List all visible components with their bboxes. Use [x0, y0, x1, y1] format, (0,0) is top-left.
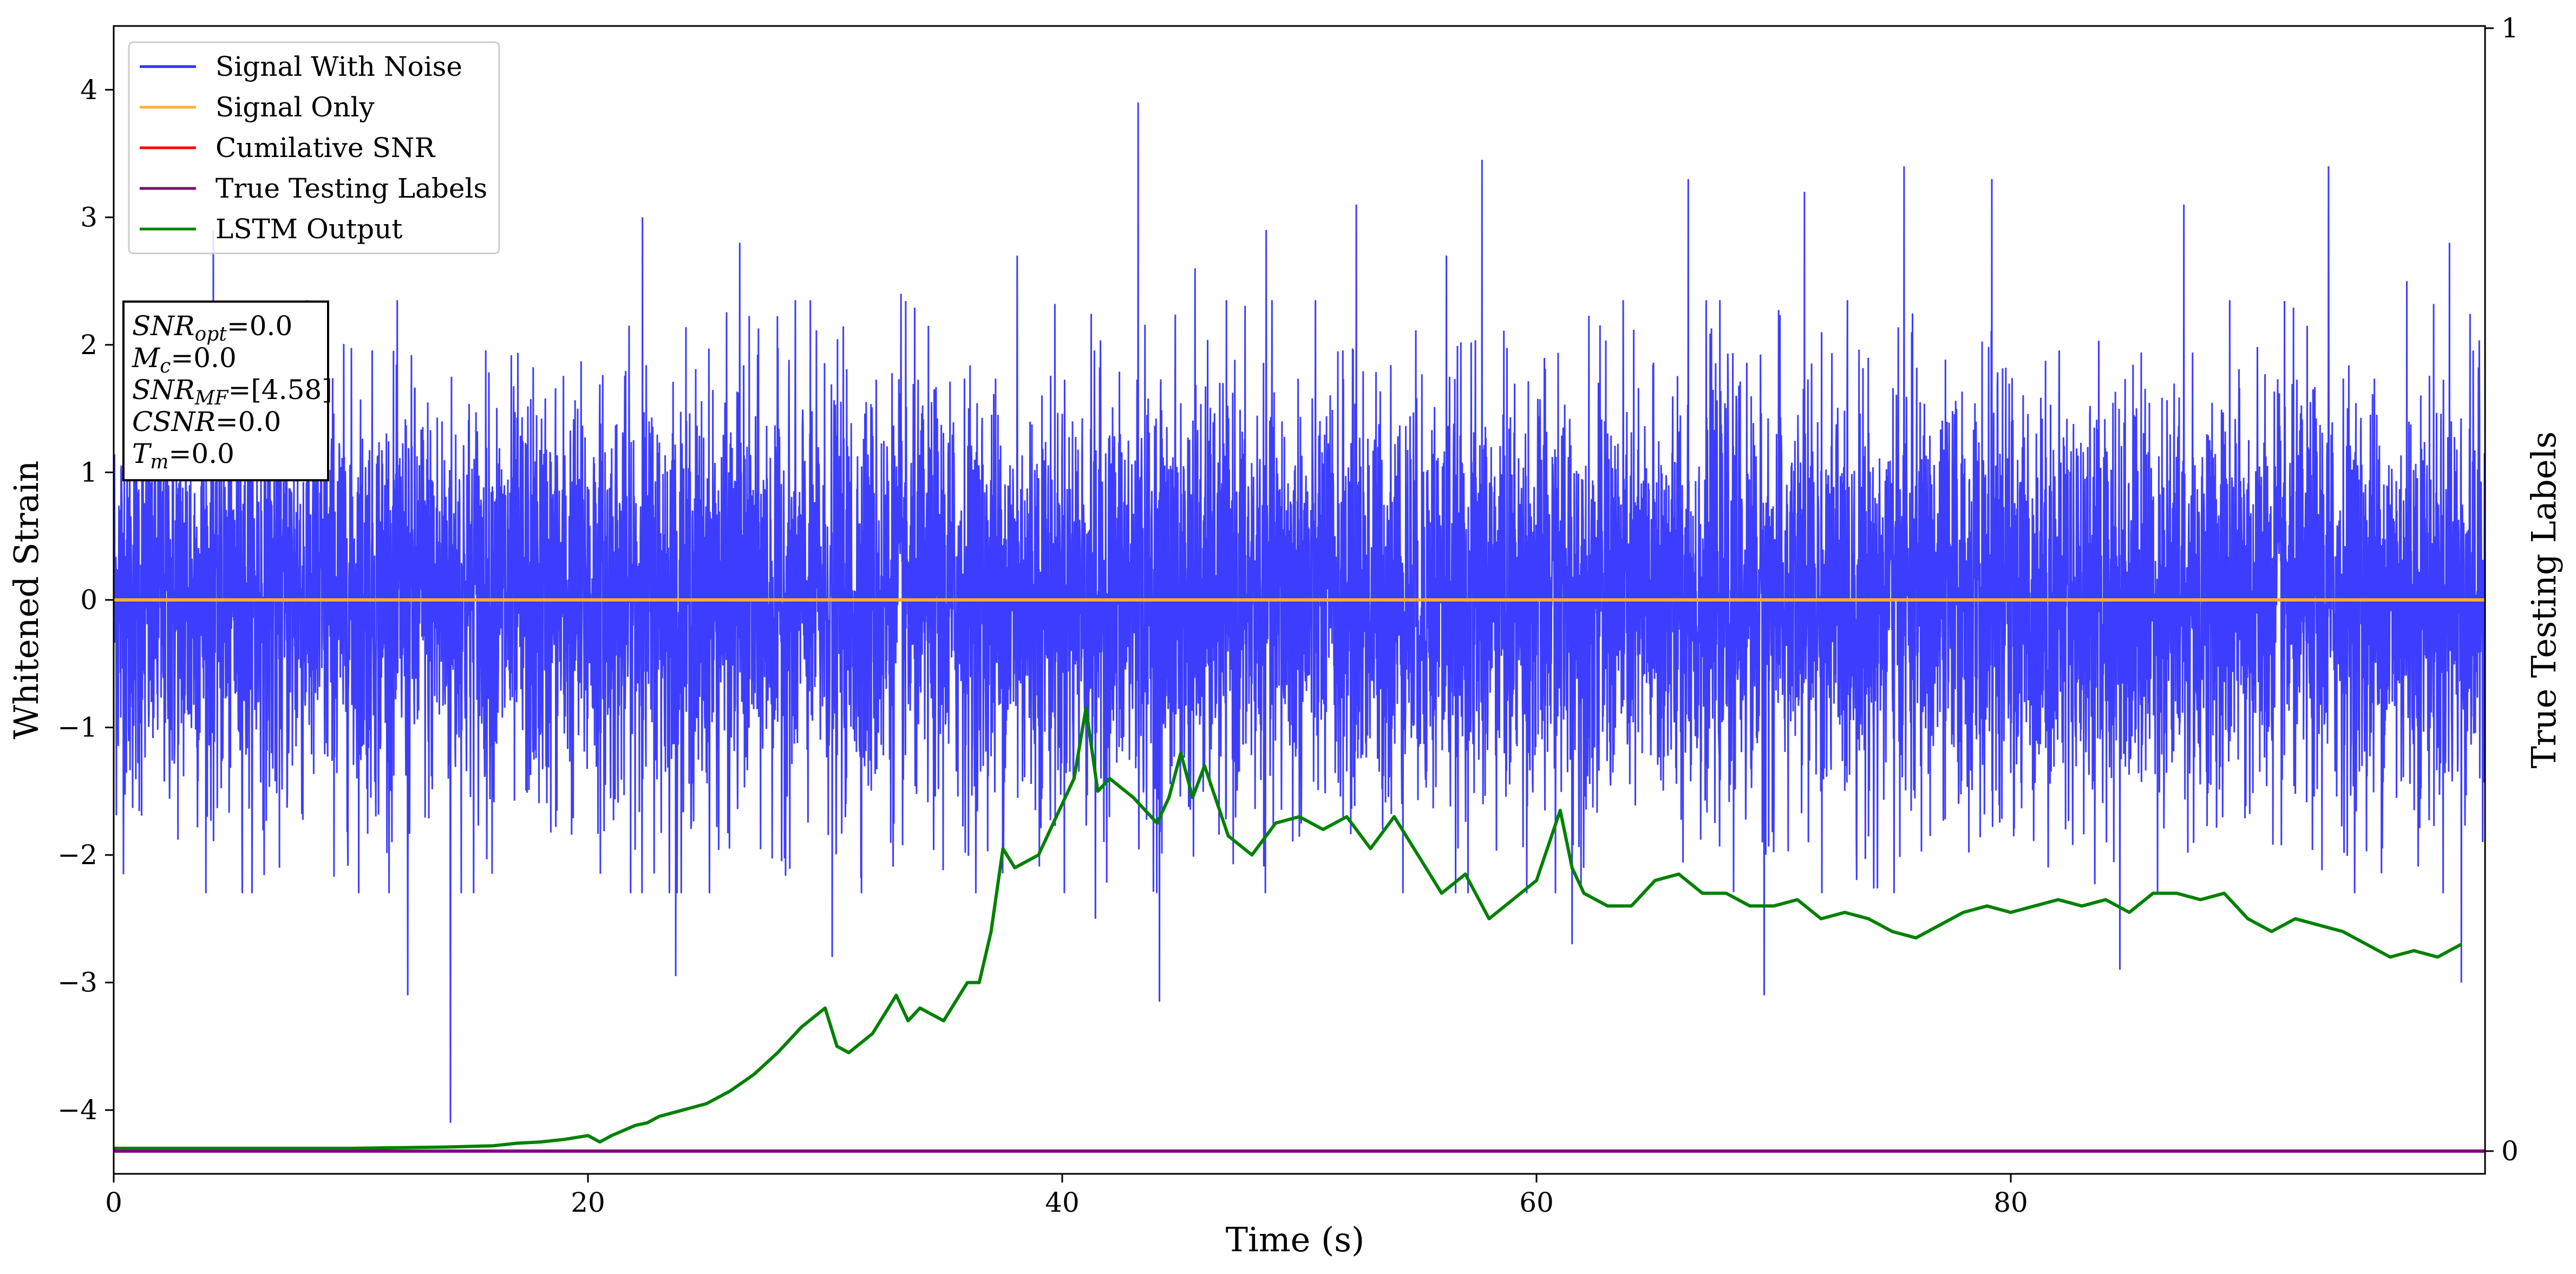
parameter-annotation: SNRopt=0.0Mc=0.0SNRMF=[4.58]CSNR=0.0Tm=0…: [122, 300, 332, 481]
annotation-line: SNRopt=0.0: [132, 310, 292, 345]
legend-label: Signal Only: [215, 92, 375, 123]
x-axis-ticks: 0 20 40 60 80: [105, 1174, 2028, 1218]
y-axis-label: Whitened Strain: [6, 461, 46, 740]
x-tick-label: 0: [105, 1187, 122, 1218]
y-tick-label: −3: [57, 967, 97, 998]
legend: Signal With Noise Signal Only Cumilative S…: [128, 41, 500, 254]
annotation-line: CSNR=0.0: [132, 406, 281, 437]
series-line-lstm-output: [114, 707, 2462, 1150]
y-tick-label: 2: [80, 329, 97, 361]
y2-axis-ticks: 01: [2485, 12, 2519, 1167]
annotation-box: [122, 300, 329, 481]
series-layer: [114, 102, 2485, 1153]
y-tick-label: −2: [57, 839, 97, 871]
annotation-line: Tm=0.0: [132, 438, 234, 473]
x-axis-label: Time (s): [1226, 1220, 1365, 1259]
y2-axis-label: True Testing Labels: [2524, 432, 2564, 769]
y2-tick-label: 1: [2501, 12, 2519, 44]
y-tick-label: −1: [57, 712, 97, 743]
y-tick-label: 4: [80, 74, 97, 106]
legend-label: LSTM Output: [215, 213, 402, 245]
y-tick-label: 1: [80, 456, 97, 488]
x-tick-label: 80: [1993, 1187, 2028, 1218]
legend-label: Cumilative SNR: [215, 132, 435, 164]
y-tick-label: 3: [80, 201, 97, 233]
y-tick-label: −4: [57, 1094, 97, 1126]
x-tick-label: 60: [1519, 1187, 1554, 1218]
y-tick-label: 0: [80, 584, 97, 616]
annotation-line: Mc=0.0: [132, 342, 237, 377]
y-axis-ticks: −4 −3 −2 −1 0 1 2 3 4: [57, 74, 114, 1126]
legend-label: Signal With Noise: [215, 51, 462, 82]
series-line-signal-with-noise: [114, 102, 2485, 1123]
legend-label: True Testing Labels: [215, 173, 487, 204]
x-tick-label: 20: [571, 1187, 605, 1218]
annotation-line: SNRMF=[4.58]: [132, 374, 332, 409]
y2-tick-label: 0: [2501, 1135, 2519, 1167]
legend-box: [128, 41, 500, 254]
x-tick-label: 40: [1045, 1187, 1080, 1218]
